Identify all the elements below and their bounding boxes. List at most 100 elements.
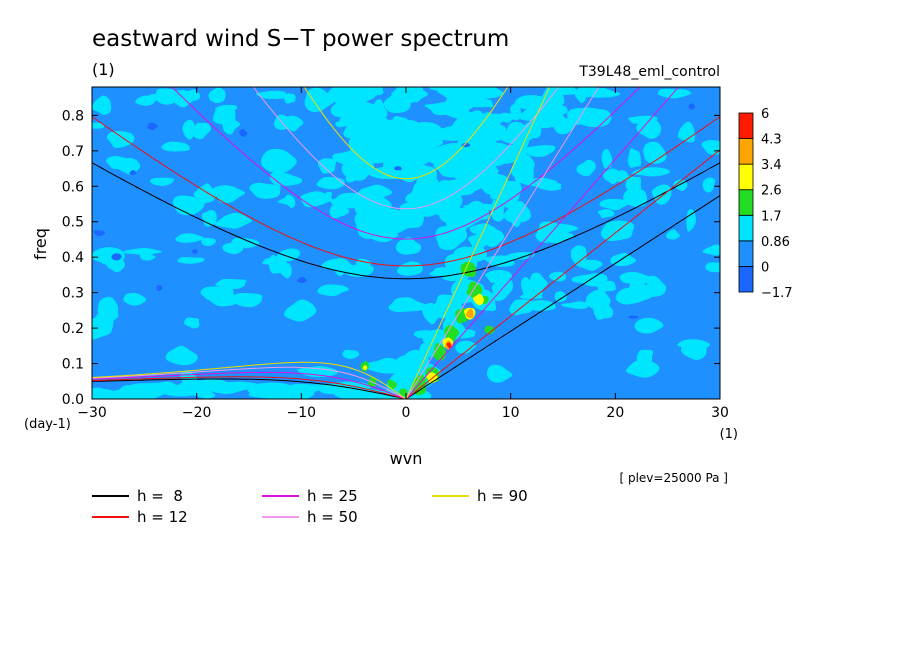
- legend-label: h = 90: [477, 487, 528, 505]
- curve-ig1-h25: [171, 87, 641, 240]
- chart-title: eastward wind S−T power spectrum: [92, 26, 509, 52]
- contour-cyan: [247, 387, 273, 394]
- contour-yellow: [362, 365, 368, 371]
- contour-cyan: [657, 88, 692, 99]
- legend: h = 8 h = 12 h = 25 h = 50 h = 90: [92, 487, 528, 526]
- contour-cyan: [260, 148, 297, 174]
- x-axis-unit: (1): [720, 427, 738, 442]
- y-axis-label: freq: [31, 228, 50, 260]
- x-tick-label: −30: [77, 405, 107, 421]
- contour-cyan: [358, 194, 383, 212]
- colorbar-label: 2.6: [761, 184, 782, 199]
- contour-cyan: [677, 339, 710, 350]
- contour-cyan: [576, 159, 596, 177]
- contour-cyan: [427, 143, 473, 173]
- contour-cyan: [161, 141, 191, 152]
- contour-green: [387, 379, 398, 390]
- contour-cyan: [536, 182, 562, 191]
- y-tick-label: 0.7: [62, 144, 84, 160]
- contour-cyan: [529, 272, 548, 294]
- contour-cyan: [702, 177, 716, 193]
- contour-cyan: [491, 180, 522, 204]
- y-axis: 0.0 0.1 0.2 0.3 0.4 0.5 0.6 0.7 0.8: [62, 108, 720, 408]
- y-tick-label: 0.0: [62, 392, 84, 408]
- contour-cyan: [636, 118, 662, 139]
- y-tick-label: 0.3: [62, 286, 84, 302]
- contour-cyan: [222, 115, 241, 135]
- spectrum-contours: [92, 87, 720, 399]
- contour-cyan: [196, 183, 216, 204]
- colorbar-label: 0.86: [761, 235, 790, 250]
- contour-cyan: [396, 261, 423, 276]
- colorbar-swatch: [738, 266, 754, 293]
- contour-cyan: [215, 278, 247, 290]
- contour-cyan: [533, 109, 565, 128]
- curve-ig1-h50: [252, 87, 560, 210]
- x-tick-label: 10: [502, 405, 520, 421]
- curve-ig1-h12: [92, 116, 720, 267]
- contour-cyan: [586, 88, 621, 98]
- contour-cyan: [486, 364, 513, 383]
- colorbar-label: 3.4: [761, 158, 782, 173]
- colorbar: 6 4.3 3.4 2.6 1.7 0.86 0 −1.7: [738, 107, 793, 301]
- contour-cyan: [561, 301, 588, 310]
- contour-cyan: [549, 271, 567, 282]
- contour-cyan: [165, 345, 198, 366]
- contour-cyan: [335, 192, 363, 209]
- curve-er1-h50: [92, 366, 407, 399]
- contour-cyan: [593, 303, 614, 320]
- colorbar-label: −1.7: [761, 286, 793, 301]
- contour-cyan: [123, 248, 163, 256]
- contour-cyan: [492, 278, 514, 302]
- legend-label: h = 50: [307, 508, 358, 526]
- x-tick-label: 20: [606, 405, 624, 421]
- run-label: T39L48_eml_control: [578, 64, 720, 80]
- contour-cyan: [599, 198, 629, 211]
- contour-cyan: [627, 148, 642, 168]
- contour-cyan: [596, 280, 616, 292]
- contour-green: [399, 388, 408, 397]
- contour-cyan: [444, 253, 462, 272]
- contour-cyan: [123, 292, 147, 306]
- contour-cyan: [183, 317, 200, 329]
- contour-cyan: [554, 291, 567, 303]
- colorbar-swatch: [738, 163, 754, 191]
- contour-cyan: [341, 159, 375, 181]
- contour-cyan: [300, 191, 333, 208]
- y-tick-label: 0.8: [62, 108, 84, 124]
- contour-cyan: [191, 122, 211, 140]
- contour-cyan: [571, 274, 608, 285]
- contour-darkblue: [394, 166, 402, 171]
- contour-cyan: [175, 233, 204, 243]
- contour-cyan: [111, 389, 146, 399]
- contour-cyan: [317, 284, 350, 297]
- colorbar-swatch: [738, 138, 754, 165]
- colorbar-label: 4.3: [761, 133, 782, 148]
- contour-cyan: [395, 237, 422, 255]
- y-tick-label: 0.6: [62, 179, 84, 195]
- y-axis-unit: (day-1): [24, 417, 71, 432]
- curve-er1-h90: [92, 361, 407, 399]
- contour-cyan: [601, 149, 613, 169]
- curve-er1-h12: [92, 376, 407, 399]
- x-tick-label: 30: [711, 405, 729, 421]
- contour-green: [484, 325, 495, 334]
- contour-cyan: [603, 168, 620, 185]
- contour-cyan: [279, 116, 292, 124]
- plot-area: [91, 86, 721, 400]
- contour-cyan: [106, 155, 137, 170]
- contour-cyan: [135, 95, 156, 106]
- contour-cyan: [636, 349, 654, 365]
- contour-cyan: [365, 357, 401, 374]
- contour-cyan: [446, 105, 470, 119]
- contour-cyan: [215, 104, 238, 113]
- contour-cyan: [570, 245, 587, 268]
- contour-cyan: [513, 161, 534, 184]
- contour-cyan: [574, 87, 587, 103]
- contour-darkblue: [628, 315, 639, 319]
- contour-cyan: [580, 259, 603, 271]
- contour-cyan: [268, 386, 315, 399]
- colorbar-label: 0: [761, 260, 769, 275]
- contour-darkblue: [93, 230, 105, 237]
- contour-cyan: [702, 244, 720, 256]
